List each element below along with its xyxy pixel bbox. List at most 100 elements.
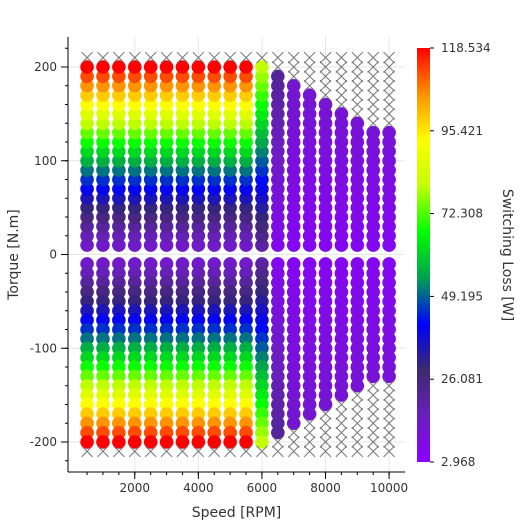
data-point xyxy=(366,182,381,196)
data-point xyxy=(223,107,237,121)
x-marker xyxy=(240,445,252,458)
data-point xyxy=(271,219,285,234)
colorbar-tick-label: 26.081 xyxy=(441,372,483,386)
data-point xyxy=(271,313,285,327)
data-point xyxy=(334,285,349,299)
data-point xyxy=(96,285,110,299)
x-marker xyxy=(319,417,332,430)
data-point xyxy=(207,153,222,168)
data-point xyxy=(366,360,381,374)
data-point xyxy=(271,397,285,412)
x-marker-stroke xyxy=(367,426,380,439)
data-point xyxy=(127,135,142,149)
data-point xyxy=(286,144,301,159)
data-point xyxy=(223,163,237,177)
y-axis-title: Torque [N.m] xyxy=(6,209,22,301)
x-marker xyxy=(383,98,395,111)
data-point xyxy=(223,182,237,196)
data-point xyxy=(112,153,126,168)
x-marker xyxy=(335,79,348,92)
x-marker xyxy=(128,51,141,64)
data-point xyxy=(96,135,110,149)
data-point xyxy=(239,416,253,431)
y-tick-label: -100 xyxy=(30,341,57,355)
x-marker-stroke xyxy=(383,117,395,130)
data-point xyxy=(159,69,174,84)
x-marker xyxy=(319,89,332,101)
data-point xyxy=(302,153,317,168)
data-point xyxy=(223,322,237,337)
data-point xyxy=(334,388,349,402)
data-point xyxy=(191,294,206,309)
data-point xyxy=(159,416,174,431)
data-point xyxy=(175,153,190,168)
data-point xyxy=(175,228,190,243)
data-point xyxy=(239,228,253,243)
data-point xyxy=(255,116,269,131)
data-point xyxy=(80,388,94,402)
data-point xyxy=(175,210,190,224)
x-marker-stroke xyxy=(319,417,332,430)
data-point xyxy=(80,228,94,243)
data-point xyxy=(96,294,110,309)
data-point xyxy=(191,285,206,299)
data-point xyxy=(223,435,237,449)
x-marker-stroke xyxy=(287,445,300,458)
data-point xyxy=(239,350,253,365)
data-point xyxy=(175,266,190,281)
data-point xyxy=(127,425,142,440)
data-point xyxy=(318,369,333,384)
data-point xyxy=(207,313,222,327)
data-point xyxy=(350,257,365,271)
x-marker xyxy=(271,436,284,448)
x-marker-stroke xyxy=(367,389,380,401)
data-point xyxy=(96,407,110,421)
data-point xyxy=(80,350,94,365)
data-point xyxy=(191,238,206,252)
data-point xyxy=(96,125,110,140)
x-marker-stroke xyxy=(97,51,109,64)
data-point xyxy=(271,69,285,84)
data-point xyxy=(112,275,126,290)
data-point xyxy=(318,266,333,281)
data-point xyxy=(350,322,365,337)
data-point xyxy=(207,182,222,196)
data-point xyxy=(334,369,349,384)
x-marker xyxy=(303,51,316,64)
data-point xyxy=(191,322,206,337)
x-marker xyxy=(351,408,364,420)
data-point xyxy=(350,172,365,187)
data-point xyxy=(286,266,301,281)
data-point xyxy=(80,425,94,440)
x-marker xyxy=(367,426,380,439)
data-point xyxy=(191,144,206,159)
data-point xyxy=(143,341,158,356)
data-point xyxy=(239,107,253,121)
data-point xyxy=(350,210,365,224)
y-tick-label: -200 xyxy=(30,435,57,449)
data-point xyxy=(350,341,365,356)
data-point xyxy=(334,360,349,374)
data-point xyxy=(175,97,190,112)
x-marker-stroke xyxy=(287,426,300,439)
data-point xyxy=(350,125,365,140)
data-point xyxy=(143,360,158,374)
data-point xyxy=(80,378,94,393)
data-point xyxy=(255,135,269,149)
data-point xyxy=(127,416,142,431)
data-point xyxy=(382,294,396,309)
data-point xyxy=(96,69,110,84)
x-marker xyxy=(335,408,348,420)
data-point xyxy=(382,303,396,318)
data-point xyxy=(318,332,333,346)
data-point xyxy=(191,350,206,365)
data-point xyxy=(302,332,317,346)
data-point xyxy=(286,78,301,93)
data-point xyxy=(207,191,222,206)
data-point xyxy=(96,416,110,431)
data-point xyxy=(302,182,317,196)
data-point xyxy=(382,257,396,271)
data-point xyxy=(255,107,269,121)
data-point xyxy=(159,125,174,140)
data-point xyxy=(96,88,110,102)
